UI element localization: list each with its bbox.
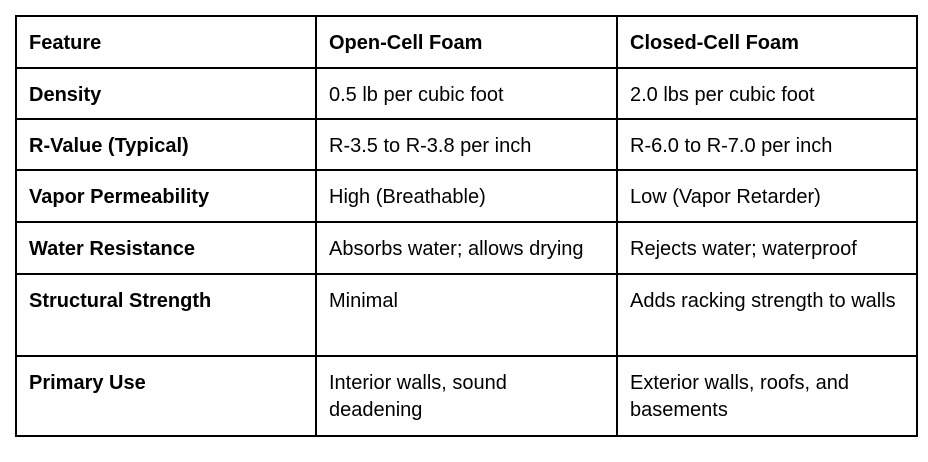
row-label-primary-use: Primary Use — [15, 355, 317, 437]
table-row-water-resistance: Water Resistance Absorbs water; allows d… — [15, 221, 918, 275]
cell-water-open: Absorbs water; allows drying — [315, 221, 618, 275]
cell-density-open: 0.5 lb per cubic foot — [315, 67, 618, 120]
table-row-density: Density 0.5 lb per cubic foot 2.0 lbs pe… — [15, 67, 918, 120]
table-row-vapor-permeability: Vapor Permeability High (Breathable) Low… — [15, 169, 918, 223]
column-header-feature: Feature — [15, 15, 317, 69]
cell-structural-open: Minimal — [315, 273, 618, 357]
foam-comparison-table: Feature Open-Cell Foam Closed-Cell Foam … — [15, 15, 918, 437]
table-header-row: Feature Open-Cell Foam Closed-Cell Foam — [15, 15, 918, 69]
row-label-density: Density — [15, 67, 317, 120]
cell-primary-use-open: Interior walls, sound deadening — [315, 355, 618, 437]
cell-rvalue-closed: R-6.0 to R-7.0 per inch — [616, 118, 918, 171]
cell-density-closed: 2.0 lbs per cubic foot — [616, 67, 918, 120]
row-label-water-resistance: Water Resistance — [15, 221, 317, 275]
row-label-rvalue: R-Value (Typical) — [15, 118, 317, 171]
cell-vapor-closed: Low (Vapor Retarder) — [616, 169, 918, 223]
cell-water-closed: Rejects water; waterproof — [616, 221, 918, 275]
cell-structural-closed: Adds racking strength to walls — [616, 273, 918, 357]
table-row-rvalue: R-Value (Typical) R-3.5 to R-3.8 per inc… — [15, 118, 918, 171]
row-label-structural-strength: Structural Strength — [15, 273, 317, 357]
foam-comparison-container: Feature Open-Cell Foam Closed-Cell Foam … — [15, 15, 918, 437]
cell-rvalue-open: R-3.5 to R-3.8 per inch — [315, 118, 618, 171]
table-row-structural-strength: Structural Strength Minimal Adds racking… — [15, 273, 918, 357]
row-label-vapor-permeability: Vapor Permeability — [15, 169, 317, 223]
cell-primary-use-closed: Exterior walls, roofs, and basements — [616, 355, 918, 437]
column-header-open-cell: Open-Cell Foam — [315, 15, 618, 69]
cell-vapor-open: High (Breathable) — [315, 169, 618, 223]
table-row-primary-use: Primary Use Interior walls, sound deaden… — [15, 355, 918, 437]
column-header-closed-cell: Closed-Cell Foam — [616, 15, 918, 69]
